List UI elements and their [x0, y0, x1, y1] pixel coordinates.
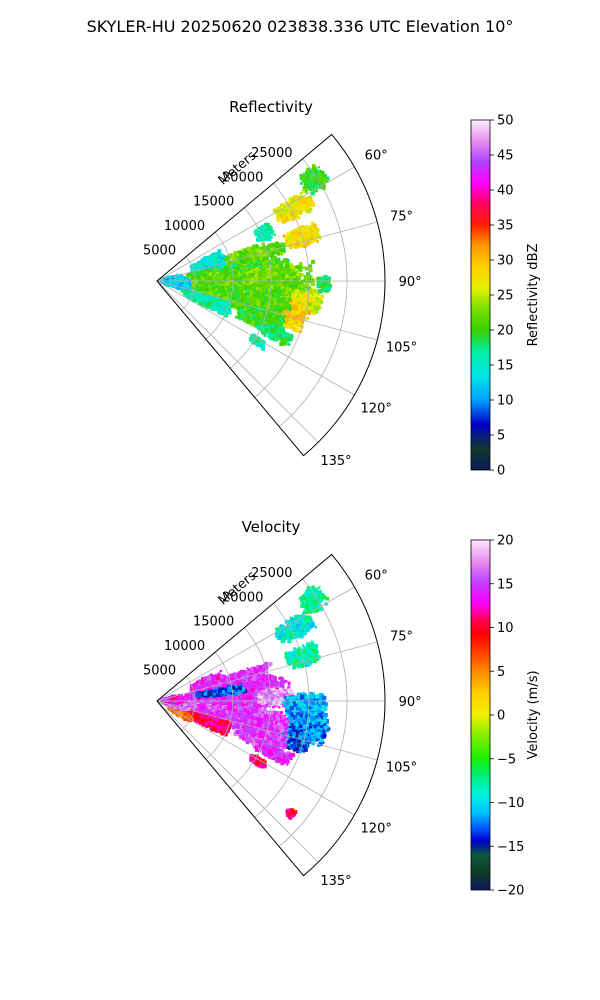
radar-gate: [289, 240, 293, 244]
radar-gate: [205, 259, 209, 263]
radar-gate: [251, 246, 255, 250]
radar-gate: [302, 190, 305, 193]
radar-gate: [283, 258, 287, 262]
radar-gate: [259, 254, 261, 256]
radar-gate: [260, 257, 263, 260]
radar-gate: [299, 213, 301, 215]
radar-gate: [301, 207, 303, 209]
radar-gate: [311, 203, 314, 206]
radar-gate: [311, 227, 315, 231]
radar-gate: [260, 228, 264, 232]
radar-gate: [273, 256, 277, 260]
radar-gate: [299, 238, 303, 242]
radar-gate: [217, 259, 220, 262]
figure-title: SKYLER-HU 20250620 023838.336 UTC Elevat…: [87, 17, 514, 36]
radar-gate: [232, 264, 235, 267]
radar-gate: [221, 254, 224, 257]
radar-gate: [267, 228, 270, 231]
radar-gate: [239, 264, 242, 267]
radar-gate: [289, 231, 292, 234]
radar-gate: [270, 232, 273, 235]
radar-gate: [288, 216, 291, 219]
radar-gate: [309, 183, 313, 187]
radar-gate: [316, 240, 319, 243]
radar-gate: [311, 222, 314, 225]
radar-gate: [295, 206, 297, 208]
radar-gate: [246, 251, 248, 253]
radar-gate: [214, 254, 218, 258]
radar-gate: [311, 177, 314, 180]
radar-gate: [258, 247, 260, 249]
radar-gate: [267, 244, 271, 248]
radar-gate: [278, 244, 280, 246]
radar-gate: [274, 244, 276, 246]
radar-gate: [318, 166, 320, 168]
radar-gate: [308, 199, 312, 203]
radar-gate: [263, 245, 266, 248]
radar-gate: [281, 205, 284, 208]
radar-gate: [315, 228, 319, 232]
radar-gate: [277, 219, 280, 222]
radar-gate: [286, 211, 289, 214]
data-cell: [273, 190, 315, 224]
radar-gate: [306, 175, 309, 178]
radar-gate: [259, 249, 262, 252]
radar-gate: [255, 260, 257, 262]
radar-gate: [302, 174, 306, 178]
radar-gate: [300, 175, 302, 177]
radar-gate: [198, 264, 202, 268]
panel-reflectivity: Reflectivity60°75°90°105°120°135°5000100…: [143, 98, 541, 479]
radar-gate: [273, 234, 275, 236]
radar-gate: [306, 171, 310, 175]
panel-title: Reflectivity: [229, 98, 313, 116]
radar-gate: [208, 256, 210, 258]
radar-gate: [268, 252, 272, 256]
radar-gate: [295, 233, 298, 236]
radar-gate: [312, 240, 315, 243]
radar-gate: [306, 191, 308, 193]
radar-gate: [256, 238, 259, 241]
radar-gate: [300, 182, 303, 185]
radar-gate: [303, 200, 307, 204]
radar-gate: [318, 173, 322, 177]
radar-gate: [293, 195, 296, 198]
panels: Reflectivity60°75°90°105°120°135°5000100…: [143, 98, 541, 899]
radar-gate: [280, 252, 283, 255]
radar-gate: [282, 209, 284, 211]
radar-gate: [325, 179, 329, 183]
radar-gate: [279, 212, 282, 215]
radar-gate: [294, 212, 296, 214]
radar-gate: [209, 261, 212, 264]
radar-gate: [264, 253, 267, 256]
radar-gate: [305, 225, 309, 229]
radar-gate: [264, 231, 268, 235]
radar-gate: [235, 255, 237, 257]
radar-gate: [254, 231, 256, 233]
radar-gate: [315, 234, 318, 237]
radar-gate: [307, 209, 311, 213]
radar-gate: [288, 236, 292, 240]
radar-gate: [315, 171, 317, 173]
radar-gate: [264, 234, 268, 238]
radar-gate: [280, 217, 284, 221]
radar-gate: [306, 178, 310, 182]
